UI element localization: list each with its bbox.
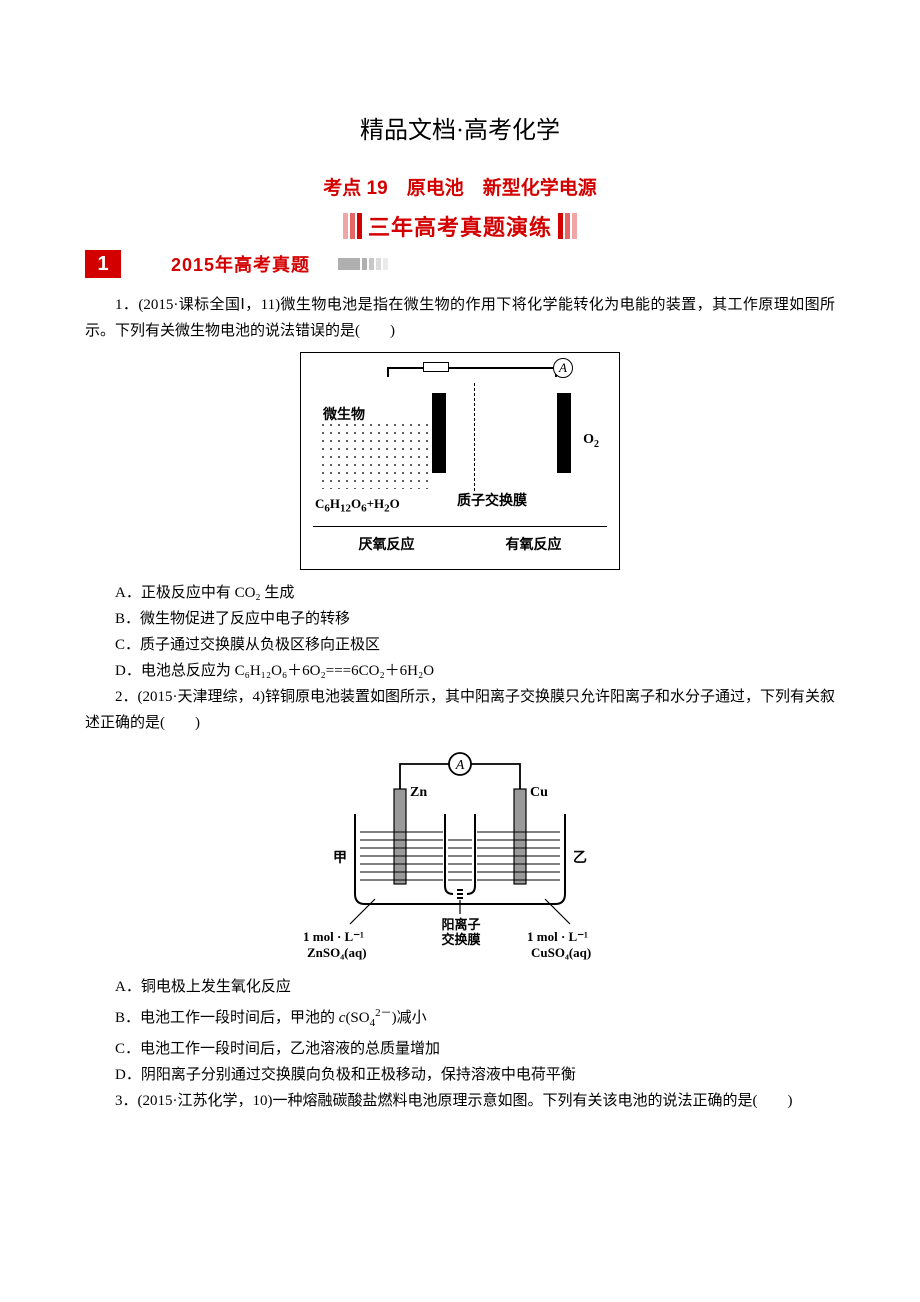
body-text: 1．(2015·课标全国Ⅰ，11)微生物电池是指在微生物的作用下将化学能转化为电…	[85, 292, 835, 1114]
banner-bars-right	[558, 213, 577, 239]
q2-choice-c: C．电池工作一段时间后，乙池溶液的总质量增加	[85, 1036, 835, 1062]
q2-choice-b: B．电池工作一段时间后，甲池的 c(SO42－)减小	[85, 1000, 835, 1036]
left-electrode	[432, 393, 446, 473]
microbial-cell-diagram: A 微生物 O2 C6H12O6+H2O 质子交换膜	[300, 352, 620, 570]
banner: 三年高考真题演练	[85, 210, 835, 242]
zn-label: Zn	[410, 780, 427, 806]
right-electrode	[557, 393, 571, 473]
membrane-label: 质子交换膜	[457, 489, 527, 515]
section-bar: 1 2015年高考真题	[85, 250, 835, 278]
q2-b-part2: 减小	[397, 1010, 427, 1026]
section-label: 2015年高考真题	[121, 251, 338, 277]
q2-choice-d: D．阴阳离子分别通过交换膜向负极和正极移动，保持溶液中电荷平衡	[85, 1062, 835, 1088]
q2-b-so4: (SO42－)	[345, 1010, 396, 1026]
ammeter-text: A	[455, 758, 465, 773]
q2-stem: 2．(2015·天津理综，4)锌铜原电池装置如图所示，其中阳离子交换膜只允许阳离…	[85, 684, 835, 736]
banner-text: 三年高考真题演练	[368, 210, 552, 242]
cu-label: Cu	[530, 780, 548, 806]
ammeter-icon: A	[553, 358, 573, 378]
membrane-label-2: 交换膜	[439, 927, 483, 953]
q2-b-part1: B．电池工作一段时间后，甲池的	[115, 1010, 339, 1026]
section-number: 1	[85, 250, 121, 278]
q3-stem: 3．(2015·江苏化学，10)一种熔融碳酸盐燃料电池原理示意如图。下列有关该电…	[85, 1088, 835, 1114]
o2-label: O2	[583, 427, 599, 458]
q2-choice-a: A．铜电极上发生氧化反应	[85, 974, 835, 1000]
page: 精品文档·高考化学 考点 19 原电池 新型化学电源 三年高考真题演练 1 20…	[0, 0, 920, 1174]
right-sol: CuSO₄(aq)	[531, 940, 591, 966]
q1-choice-c: C．质子通过交换膜从负极区移向正极区	[85, 632, 835, 658]
anaerobic-label: 厌氧反应	[313, 527, 460, 561]
q1-choice-b: B．微生物促进了反应中电子的转移	[85, 606, 835, 632]
yi-label: 乙	[573, 844, 587, 870]
q1-stem: 1．(2015·课标全国Ⅰ，11)微生物电池是指在微生物的作用下将化学能转化为电…	[85, 292, 835, 344]
q2-figure: A	[85, 744, 835, 964]
microbe-dots	[319, 421, 430, 489]
topic-title: 考点 19 原电池 新型化学电源	[85, 173, 835, 200]
zn-cu-cell-diagram: A	[305, 744, 615, 964]
q1-choice-d: D．电池总反应为 C₆H₁₂O₆＋6O₂===6CO₂＋6H₂O	[85, 658, 835, 684]
left-sol: ZnSO₄(aq)	[307, 940, 367, 966]
jia-label: 甲	[333, 844, 347, 870]
q1-choice-a: A．正极反应中有 CO₂ 生成	[85, 580, 835, 606]
formula-label: C6H12O6+H2O	[313, 491, 460, 522]
aerobic-label: 有氧反应	[460, 527, 607, 561]
resistor-icon	[423, 362, 449, 372]
document-header: 精品文档·高考化学	[85, 110, 835, 145]
q1-figure: A 微生物 O2 C6H12O6+H2O 质子交换膜	[85, 352, 835, 570]
banner-bars-left	[343, 213, 362, 239]
section-tail-decoration	[338, 258, 388, 270]
